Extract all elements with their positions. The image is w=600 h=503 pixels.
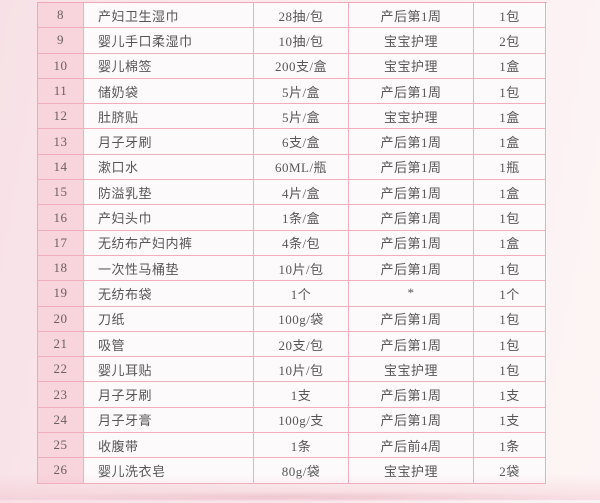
spec-cell: 20支/包 (254, 331, 349, 358)
usage-stage-cell: 产后第1周 (349, 205, 474, 231)
quantity-cell: 1个 (474, 281, 546, 307)
spec-cell: 6支/盒 (254, 129, 349, 155)
quantity-cell: 1支 (474, 407, 546, 434)
quantity-cell: 1瓶 (474, 154, 546, 181)
quantity-cell: 1包 (474, 205, 546, 231)
row-number-cell: 16 (38, 205, 84, 231)
item-name-cell: 无纺布产妇内裤 (84, 230, 254, 256)
quantity-cell: 1包 (474, 357, 546, 383)
row-number-cell: 25 (38, 433, 84, 459)
usage-stage-cell: 产后第1周 (349, 255, 474, 282)
quantity-cell: 1盒 (474, 53, 546, 79)
quantity-cell: 2袋 (474, 458, 546, 484)
spec-cell: 4条/包 (254, 230, 349, 256)
row-number-cell: 24 (38, 407, 84, 434)
item-name-cell: 无纺布袋 (84, 281, 254, 307)
usage-stage-cell: 产后第1周 (349, 3, 474, 29)
item-name-cell: 产妇卫生湿巾 (84, 3, 254, 29)
row-number-cell: 22 (38, 357, 84, 383)
row-number-cell: 21 (38, 331, 84, 358)
spec-cell: 200支/盒 (254, 53, 349, 79)
spec-cell: 60ML/瓶 (254, 154, 349, 181)
usage-stage-cell: 产后第1周 (349, 180, 474, 206)
item-name-cell: 吸管 (84, 331, 254, 358)
spec-cell: 10抽/包 (254, 28, 349, 54)
row-number-cell: 12 (38, 104, 84, 130)
spec-cell: 100g/袋 (254, 306, 349, 332)
spec-cell: 1条 (254, 433, 349, 459)
item-name-cell: 月子牙刷 (84, 129, 254, 155)
quantity-cell: 1条 (474, 433, 546, 459)
row-number-cell: 13 (38, 129, 84, 155)
spec-cell: 1条/盒 (254, 205, 349, 231)
item-name-cell: 婴儿洗衣皂 (84, 458, 254, 484)
quantity-cell: 1盒 (474, 180, 546, 206)
quantity-cell: 1包 (474, 3, 546, 29)
quantity-cell: 1盒 (474, 230, 546, 256)
item-name-cell: 收腹带 (84, 433, 254, 459)
quantity-cell: 1盒 (474, 104, 546, 130)
usage-stage-cell: 宝宝护理 (349, 104, 474, 130)
row-number-cell: 9 (38, 28, 84, 54)
item-name-cell: 婴儿耳贴 (84, 357, 254, 383)
bottom-edge-shadow (14, 491, 586, 503)
row-number-cell: 19 (38, 281, 84, 307)
item-name-cell: 刀纸 (84, 306, 254, 332)
supply-checklist-table: 8 产妇卫生湿巾 28抽/包 产后第1周 1包 9 婴儿手口柔湿巾 10抽/包 … (37, 2, 547, 484)
usage-stage-cell: 产后第1周 (349, 331, 474, 358)
row-number-cell: 26 (38, 458, 84, 484)
spec-cell: 10片/包 (254, 357, 349, 383)
quantity-cell: 2包 (474, 28, 546, 54)
quantity-cell: 1包 (474, 306, 546, 332)
row-number-cell: 18 (38, 255, 84, 282)
row-number-cell: 20 (38, 306, 84, 332)
spec-cell: 4片/盒 (254, 180, 349, 206)
spec-cell: 80g/袋 (254, 458, 349, 484)
row-number-cell: 11 (38, 78, 84, 105)
row-number-cell: 15 (38, 180, 84, 206)
quantity-cell: 1包 (474, 331, 546, 358)
usage-stage-cell: 宝宝护理 (349, 53, 474, 79)
usage-stage-cell: 产后前4周 (349, 433, 474, 459)
usage-stage-cell: 产后第1周 (349, 230, 474, 256)
item-name-cell: 一次性马桶垫 (84, 255, 254, 282)
item-name-cell: 月子牙刷 (84, 382, 254, 408)
usage-stage-cell: 产后第1周 (349, 129, 474, 155)
usage-stage-cell: * (349, 281, 474, 307)
spec-cell: 1个 (254, 281, 349, 307)
item-name-cell: 婴儿手口柔湿巾 (84, 28, 254, 54)
item-name-cell: 产妇头巾 (84, 205, 254, 231)
spec-cell: 10片/包 (254, 255, 349, 282)
usage-stage-cell: 产后第1周 (349, 382, 474, 408)
spec-cell: 5片/盒 (254, 104, 349, 130)
usage-stage-cell: 产后第1周 (349, 306, 474, 332)
spec-cell: 100g/支 (254, 407, 349, 434)
quantity-cell: 1包 (474, 255, 546, 282)
spec-cell: 5片/盒 (254, 78, 349, 105)
usage-stage-cell: 宝宝护理 (349, 28, 474, 54)
usage-stage-cell: 产后第1周 (349, 78, 474, 105)
item-name-cell: 漱口水 (84, 154, 254, 181)
item-name-cell: 婴儿棉签 (84, 53, 254, 79)
item-name-cell: 月子牙膏 (84, 407, 254, 434)
row-number-cell: 14 (38, 154, 84, 181)
row-number-cell: 8 (38, 3, 84, 29)
usage-stage-cell: 产后第1周 (349, 407, 474, 434)
quantity-cell: 1盒 (474, 129, 546, 155)
item-name-cell: 防溢乳垫 (84, 180, 254, 206)
usage-stage-cell: 宝宝护理 (349, 458, 474, 484)
item-name-cell: 储奶袋 (84, 78, 254, 105)
item-name-cell: 肚脐贴 (84, 104, 254, 130)
usage-stage-cell: 宝宝护理 (349, 357, 474, 383)
row-number-cell: 17 (38, 230, 84, 256)
quantity-cell: 1支 (474, 382, 546, 408)
usage-stage-cell: 产后第1周 (349, 154, 474, 181)
quantity-cell: 1包 (474, 78, 546, 105)
spec-cell: 28抽/包 (254, 3, 349, 29)
row-number-cell: 23 (38, 382, 84, 408)
row-number-cell: 10 (38, 53, 84, 79)
spec-cell: 1支 (254, 382, 349, 408)
